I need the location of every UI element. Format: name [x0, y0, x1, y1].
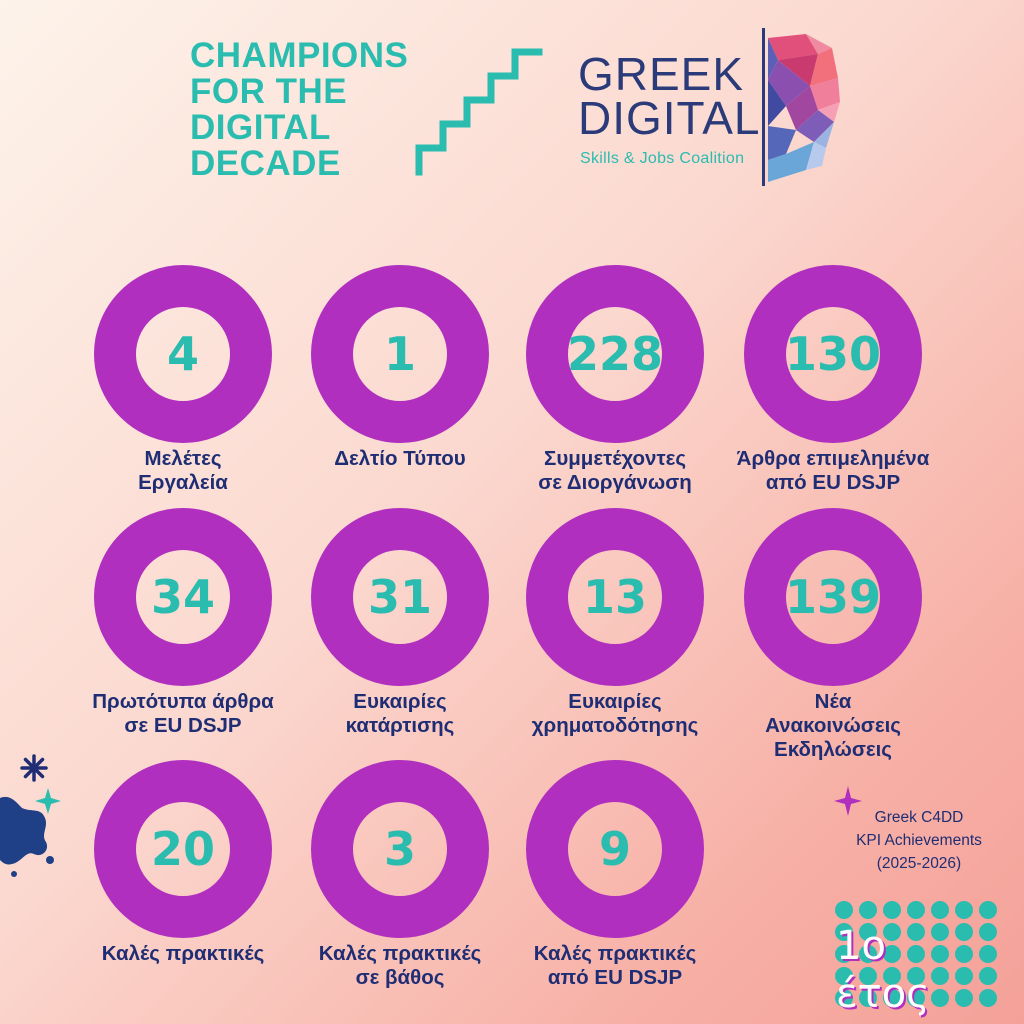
year-label: 1ο έτος [836, 923, 930, 1017]
dot [955, 989, 973, 1007]
dot [907, 923, 925, 941]
champions-title: CHAMPIONS FOR THE DIGITAL DECADE [190, 38, 430, 182]
dot [955, 967, 973, 985]
dot [907, 967, 925, 985]
dot [835, 967, 853, 985]
dot [931, 901, 949, 919]
kpi-label-line: Άρθρα επιμελημένα [736, 447, 930, 470]
kpi-value: 3 [383, 822, 416, 876]
kpi-label-line: χρηματοδότησης [531, 714, 699, 737]
kpi-value: 1 [383, 327, 416, 381]
logo-line-2: DIGITAL [578, 92, 761, 144]
dot [931, 967, 949, 985]
dot [979, 923, 997, 941]
kpi-label-line: σε βάθος [355, 966, 445, 989]
kpi-label: Καλές πρακτικές [63, 942, 303, 966]
dot [955, 901, 973, 919]
dot [883, 967, 901, 985]
dots-pattern [835, 901, 997, 1007]
kpi-label: Καλές πρακτικές από EU DSJP [495, 942, 735, 990]
dot [907, 945, 925, 963]
dot [835, 945, 853, 963]
note-line: KPI Achievements [856, 832, 982, 849]
dot [979, 989, 997, 1007]
kpi-label-line: Νέα [814, 690, 852, 713]
kpi-achievements-note: Greek C4DD KPI Achievements (2025-2026) [834, 806, 1004, 875]
kpi-label-line: Εργαλεία [138, 471, 228, 494]
dot [907, 989, 925, 1007]
dot [979, 901, 997, 919]
kpi-label-line: Ευκαιρίες [353, 690, 447, 713]
dot [979, 967, 997, 985]
dot [931, 945, 949, 963]
dot [955, 923, 973, 941]
note-line: Greek C4DD [874, 809, 964, 826]
dot [859, 945, 877, 963]
kpi-value: 31 [367, 570, 432, 624]
dot [907, 901, 925, 919]
kpi-label: Άρθρα επιμελημένα από EU DSJP [713, 447, 953, 495]
dot [979, 945, 997, 963]
splash-icon [0, 754, 61, 877]
head-polygon-icon [768, 34, 840, 182]
kpi-value: 20 [150, 822, 215, 876]
kpi-label-line: σε Διοργάνωση [538, 471, 692, 494]
kpi-value: 130 [784, 327, 882, 381]
kpi-value: 4 [166, 327, 199, 381]
kpi-value: 228 [566, 327, 664, 381]
kpi-label-line: Πρωτότυπα άρθρα [92, 690, 274, 713]
kpi-label: Ευκαιρίες χρηματοδότησης [495, 690, 735, 738]
dot [859, 989, 877, 1007]
kpi-label: Καλές πρακτικές σε βάθος [280, 942, 520, 990]
kpi-label-line: Ανακοινώσεις [765, 714, 901, 737]
kpi-label-line: Καλές πρακτικές [533, 942, 697, 965]
kpi-label-line: Συμμετέχοντες [544, 447, 686, 470]
champions-line-1: CHAMPIONS [190, 36, 409, 75]
logo-divider [762, 28, 765, 186]
dot [883, 989, 901, 1007]
kpi-value: 34 [150, 570, 215, 624]
dot [883, 901, 901, 919]
greek-digital-logo: GREEK DIGITAL Skills & Jobs Coalition [578, 48, 761, 168]
champions-line-3: DIGITAL [190, 108, 331, 147]
note-line: (2025-2026) [876, 855, 962, 872]
kpi-label: Μελέτες Εργαλεία [63, 447, 303, 495]
kpi-value: 9 [598, 822, 631, 876]
kpi-label-line: Δελτίο Τύπου [334, 447, 466, 470]
dot [931, 989, 949, 1007]
dot [835, 923, 853, 941]
kpi-label-line: Μελέτες [144, 447, 222, 470]
dot [859, 967, 877, 985]
stairs-icon [415, 48, 543, 176]
dot [883, 945, 901, 963]
kpi-label-line: Καλές πρακτικές [318, 942, 482, 965]
kpi-label-line: Ευκαιρίες [568, 690, 662, 713]
kpi-value: 139 [784, 570, 882, 624]
kpi-value: 13 [582, 570, 647, 624]
champions-line-4: DECADE [190, 144, 341, 183]
kpi-label: Συμμετέχοντες σε Διοργάνωση [495, 447, 735, 495]
champions-line-2: FOR THE [190, 72, 348, 111]
dot [835, 989, 853, 1007]
sparkle-icon [834, 786, 862, 816]
dot [883, 923, 901, 941]
dot [931, 923, 949, 941]
kpi-label: Ευκαιρίες κατάρτισης [280, 690, 520, 738]
dot [859, 923, 877, 941]
kpi-label-line: Εκδηλώσεις [774, 738, 892, 761]
logo-subtitle: Skills & Jobs Coalition [580, 150, 745, 167]
kpi-label-line: από EU DSJP [765, 471, 901, 494]
kpi-label: Νέα Ανακοινώσεις Εκδηλώσεις [713, 690, 953, 762]
logo-line-1: GREEK [578, 48, 745, 100]
dot [835, 901, 853, 919]
kpi-label-line: Καλές πρακτικές [101, 942, 265, 965]
kpi-label: Πρωτότυπα άρθρα σε EU DSJP [63, 690, 303, 738]
kpi-label-line: από EU DSJP [547, 966, 683, 989]
kpi-label-line: κατάρτισης [345, 714, 455, 737]
dot [955, 945, 973, 963]
dot [859, 901, 877, 919]
kpi-label: Δελτίο Τύπου [280, 447, 520, 471]
kpi-label-line: σε EU DSJP [124, 714, 242, 737]
